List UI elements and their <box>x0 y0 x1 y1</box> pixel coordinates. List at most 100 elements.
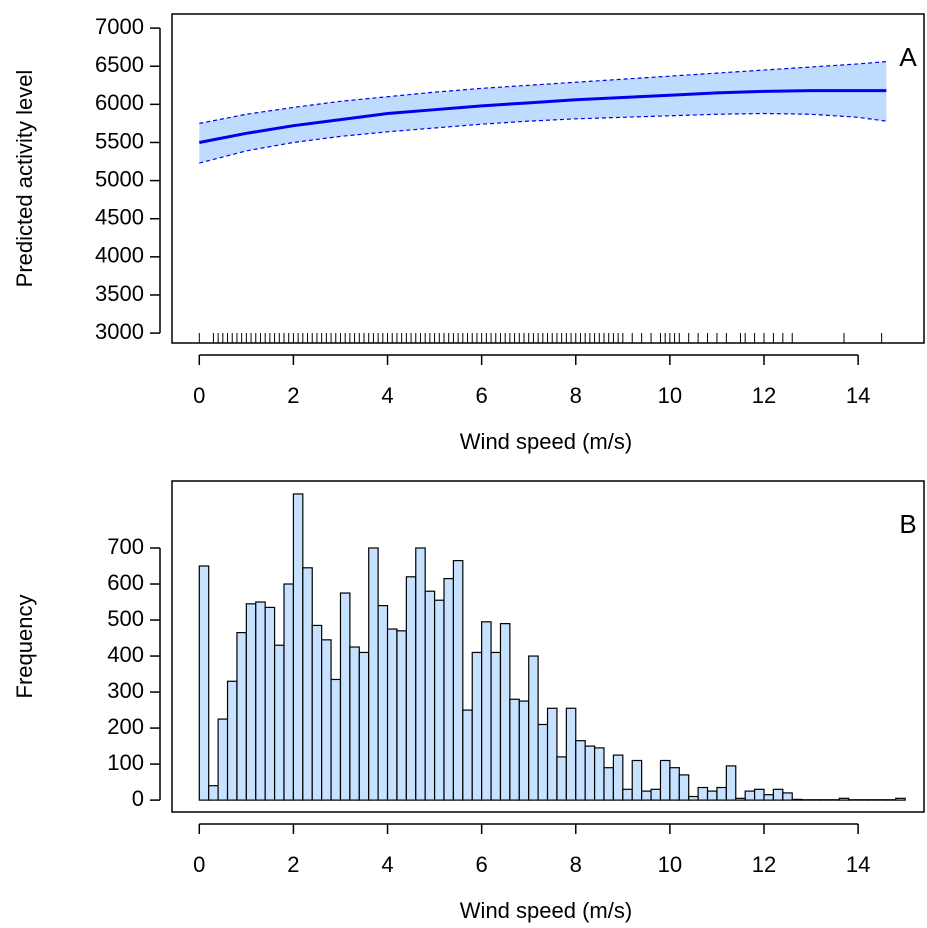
fit-line <box>199 89 887 144</box>
x-tick-label: 14 <box>846 852 870 877</box>
histogram-bar <box>593 747 605 801</box>
histogram-bar <box>377 605 389 801</box>
histogram-bar <box>678 774 690 801</box>
y-tick-label: 5000 <box>95 166 144 191</box>
histogram-bar <box>631 759 643 801</box>
histogram-bar <box>603 767 615 801</box>
histogram-bar <box>330 678 342 801</box>
histogram-bar <box>725 765 737 801</box>
histogram-bar <box>753 788 765 801</box>
y-tick-label: 600 <box>107 570 144 595</box>
plot-frame <box>171 480 925 813</box>
histogram-bar <box>443 578 455 801</box>
histogram-bar <box>895 797 906 801</box>
x-tick-label: 0 <box>193 852 205 877</box>
histogram-bar <box>584 745 596 801</box>
histogram-bar <box>791 798 803 801</box>
histogram-bar <box>217 718 229 801</box>
histogram-bar <box>556 756 567 801</box>
y-tick-label: 300 <box>107 678 144 703</box>
histogram-bar <box>659 759 671 801</box>
x-axis-label: Wind speed (m/s) <box>460 429 632 454</box>
y-tick-label: 6000 <box>95 90 144 115</box>
histogram-bar <box>697 786 709 801</box>
x-tick-label: 4 <box>381 383 393 408</box>
x-tick-label: 6 <box>476 383 488 408</box>
y-tick-label: 4500 <box>95 205 144 230</box>
histogram-bar <box>321 639 332 801</box>
histogram-bar <box>546 707 558 801</box>
x-tick-label: 8 <box>570 852 582 877</box>
x-axis-label: Wind speed (m/s) <box>460 898 632 923</box>
x-tick-label: 4 <box>381 852 393 877</box>
y-axis-label: Frequency <box>12 595 37 699</box>
histogram-bar <box>763 794 775 801</box>
histogram-bar <box>537 723 549 801</box>
histogram-bar <box>782 792 793 801</box>
histogram-bar <box>283 583 295 801</box>
histogram-bar <box>339 592 351 801</box>
confidence-band <box>199 61 887 164</box>
histogram-bar <box>706 790 718 801</box>
histogram-bar <box>735 797 746 801</box>
y-tick-label: 6500 <box>95 52 144 77</box>
y-tick-label: 3500 <box>95 281 144 306</box>
histogram-bar <box>499 623 511 801</box>
x-tick-label: 6 <box>476 852 488 877</box>
histogram-bar <box>772 788 784 801</box>
x-tick-label: 2 <box>287 383 299 408</box>
panel-label: B <box>899 509 916 539</box>
y-tick-label: 100 <box>107 750 144 775</box>
histogram-bar <box>226 680 238 801</box>
histogram-bar <box>518 700 530 801</box>
x-tick-label: 8 <box>570 383 582 408</box>
histogram-bar <box>688 795 699 801</box>
histogram-bar <box>405 576 417 801</box>
histogram-bar <box>716 786 727 801</box>
histogram-bar <box>528 655 539 801</box>
histogram-bar <box>292 493 304 801</box>
histogram-bar <box>396 630 407 801</box>
histogram-bar <box>509 698 520 801</box>
histogram-bar <box>433 599 445 801</box>
x-tick-label: 14 <box>846 383 870 408</box>
histogram-bar <box>358 651 370 801</box>
y-tick-label: 7000 <box>95 14 144 39</box>
histogram-bar <box>575 740 586 801</box>
histogram-bar <box>302 567 313 801</box>
histogram-bar <box>622 788 633 801</box>
histogram-bar <box>669 767 680 801</box>
histogram-bar <box>612 754 624 801</box>
y-tick-label: 0 <box>132 786 144 811</box>
histogram-bar <box>424 590 436 801</box>
y-tick-label: 200 <box>107 714 144 739</box>
y-tick-label: 400 <box>107 642 144 667</box>
histogram-bar <box>245 603 257 801</box>
x-tick-label: 10 <box>658 383 682 408</box>
histogram-bar <box>481 621 492 801</box>
histogram-bar <box>565 707 577 801</box>
x-tick-label: 0 <box>193 383 205 408</box>
histogram-bar <box>471 651 483 801</box>
histogram-bar <box>462 709 473 801</box>
histogram-bar <box>255 601 266 801</box>
histogram-bar <box>641 790 652 801</box>
histogram-bar <box>264 606 276 801</box>
y-tick-label: 4000 <box>95 243 144 268</box>
histogram-bar <box>198 565 210 801</box>
x-tick-label: 12 <box>752 383 776 408</box>
y-tick-label: 500 <box>107 606 144 631</box>
x-tick-label: 10 <box>658 852 682 877</box>
y-tick-label: 3000 <box>95 319 144 344</box>
x-tick-label: 12 <box>752 852 776 877</box>
histogram-bar <box>273 644 285 801</box>
histogram-bar <box>208 785 219 801</box>
histogram-bar <box>236 632 247 801</box>
lower-bound <box>199 112 887 164</box>
x-tick-label: 2 <box>287 852 299 877</box>
histogram-bar <box>368 547 379 801</box>
upper-bound <box>199 61 887 125</box>
histogram-bar <box>838 797 850 801</box>
panel-label: A <box>899 42 917 72</box>
